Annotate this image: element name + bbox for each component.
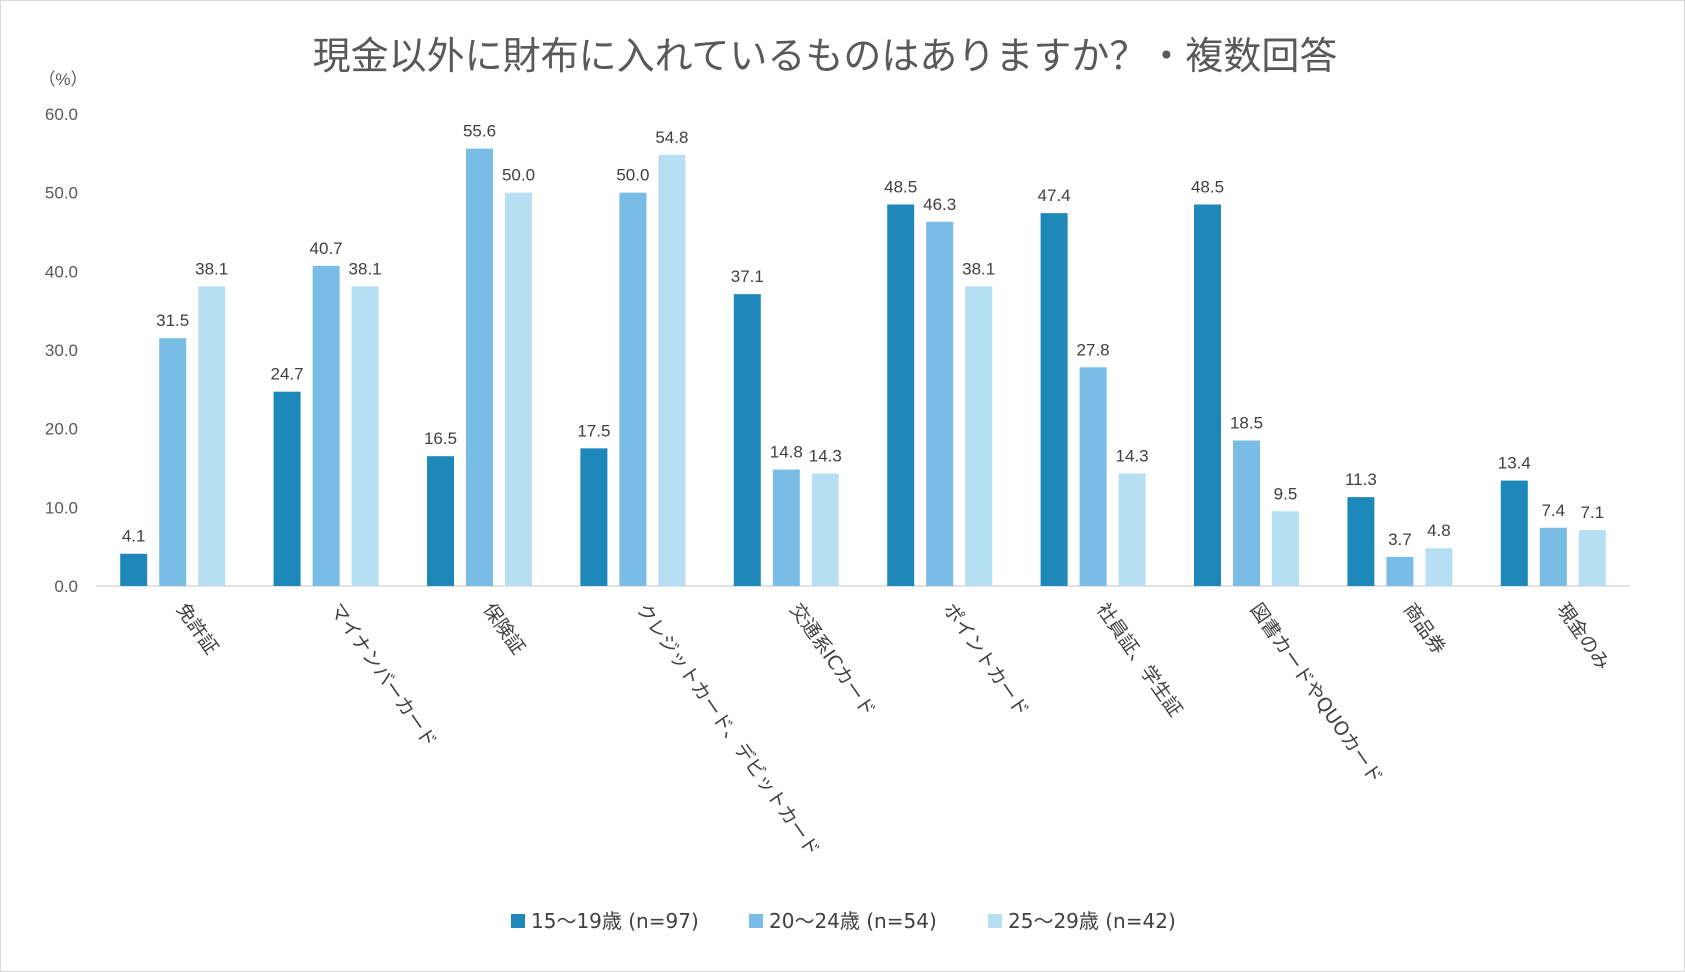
chart-title: 現金以外に財布に入れているものはありますか？・複数回答 [313,34,1338,78]
bar [1386,556,1414,586]
data-label: 14.3 [809,447,842,466]
bar [427,456,454,586]
legend-label: 25〜29歳 (n=42) [1008,909,1176,933]
category-label: 保険証 [478,599,529,658]
bar [887,204,915,586]
category-label: クレジットカード、デビットカード [632,599,824,860]
data-label: 27.8 [1077,340,1110,359]
bar [811,473,839,586]
bar [120,553,148,586]
category-label: 交通系ICカード [785,599,879,720]
data-labels-layer: 4.1 31.5 38.1 24.7 40.7 38.1 16.5 55.6 50.0 17.5 5… [122,122,1604,549]
data-label: 38.1 [962,259,995,278]
bar [733,294,761,586]
category-label: 現金のみ [1552,599,1614,674]
bar [466,148,493,586]
bar [926,221,954,587]
bars-layer [120,148,1606,587]
data-label: 55.6 [463,122,496,141]
y-unit-label: （%） [38,70,87,89]
legend-swatch [988,914,1002,928]
bar [1040,213,1068,586]
data-label: 24.7 [271,365,304,384]
data-label: 3.7 [1388,530,1412,549]
legend: 15〜19歳 (n=97) 20〜24歳 (n=54) 25〜29歳 (n=42) [511,909,1176,933]
bar [580,448,608,586]
bar [1425,548,1453,586]
y-tick-label: 50.0 [45,184,78,203]
bar [198,286,226,586]
y-tick-label: 60.0 [45,105,78,124]
legend-label: 15〜19歳 (n=97) [531,909,699,933]
bar [505,192,532,586]
bar [273,391,301,586]
bar [658,154,686,586]
bar [159,338,187,586]
bar [1578,530,1606,586]
legend-swatch [511,914,525,928]
data-label: 47.4 [1038,186,1071,205]
category-label: マイナンバーカード [325,599,441,751]
bar [351,286,379,586]
data-label: 16.5 [424,429,457,448]
data-label: 37.1 [731,267,764,286]
legend-label: 20〜24歳 (n=54) [769,909,937,933]
data-label: 17.5 [577,421,610,440]
bar [312,265,340,586]
category-labels-layer: 免許証 マイナンバーカード 保険証 クレジットカード、デビットカード交通系ICカードポ… [172,599,1614,860]
data-label: 14.8 [770,443,803,462]
category-label: 図書カードやQUOカード [1245,599,1386,788]
data-label: 31.5 [156,311,189,330]
category-label: 免許証 [172,599,223,658]
category-label: ポイントカード [939,599,1033,721]
data-label: 48.5 [884,177,917,196]
data-label: 46.3 [923,195,956,214]
y-tick-label: 0.0 [54,577,78,596]
data-label: 48.5 [1191,177,1224,196]
data-label: 18.5 [1230,413,1263,432]
y-tick-label: 30.0 [45,341,78,360]
y-tick-label: 20.0 [45,420,78,439]
data-label: 50.0 [502,166,535,185]
data-label: 7.1 [1580,503,1604,522]
bar [1194,204,1221,586]
data-label: 7.4 [1541,501,1565,520]
data-label: 9.5 [1274,484,1298,503]
y-tick-label: 40.0 [45,262,78,281]
data-label: 11.3 [1345,470,1377,489]
bar [965,286,993,586]
bar [1500,480,1528,586]
bar [619,192,647,586]
bar [1233,440,1260,586]
data-label: 54.8 [655,128,688,147]
bar [1347,497,1375,586]
category-label: 社員証、学生証 [1092,599,1186,721]
category-label: 商品券 [1399,599,1450,658]
data-label: 40.7 [310,239,343,258]
bar [1539,527,1567,586]
data-label: 38.1 [349,259,382,278]
data-label: 13.4 [1498,454,1531,473]
bar [1272,511,1299,586]
data-label: 38.1 [195,259,228,278]
bar [1079,367,1107,586]
bar [772,469,800,586]
legend-swatch [749,914,763,928]
data-label: 14.3 [1116,447,1149,466]
bar [1118,473,1146,586]
data-label: 4.8 [1427,521,1451,540]
data-label: 50.0 [616,166,649,185]
data-label: 4.1 [122,527,146,546]
y-tick-label: 10.0 [45,498,78,517]
